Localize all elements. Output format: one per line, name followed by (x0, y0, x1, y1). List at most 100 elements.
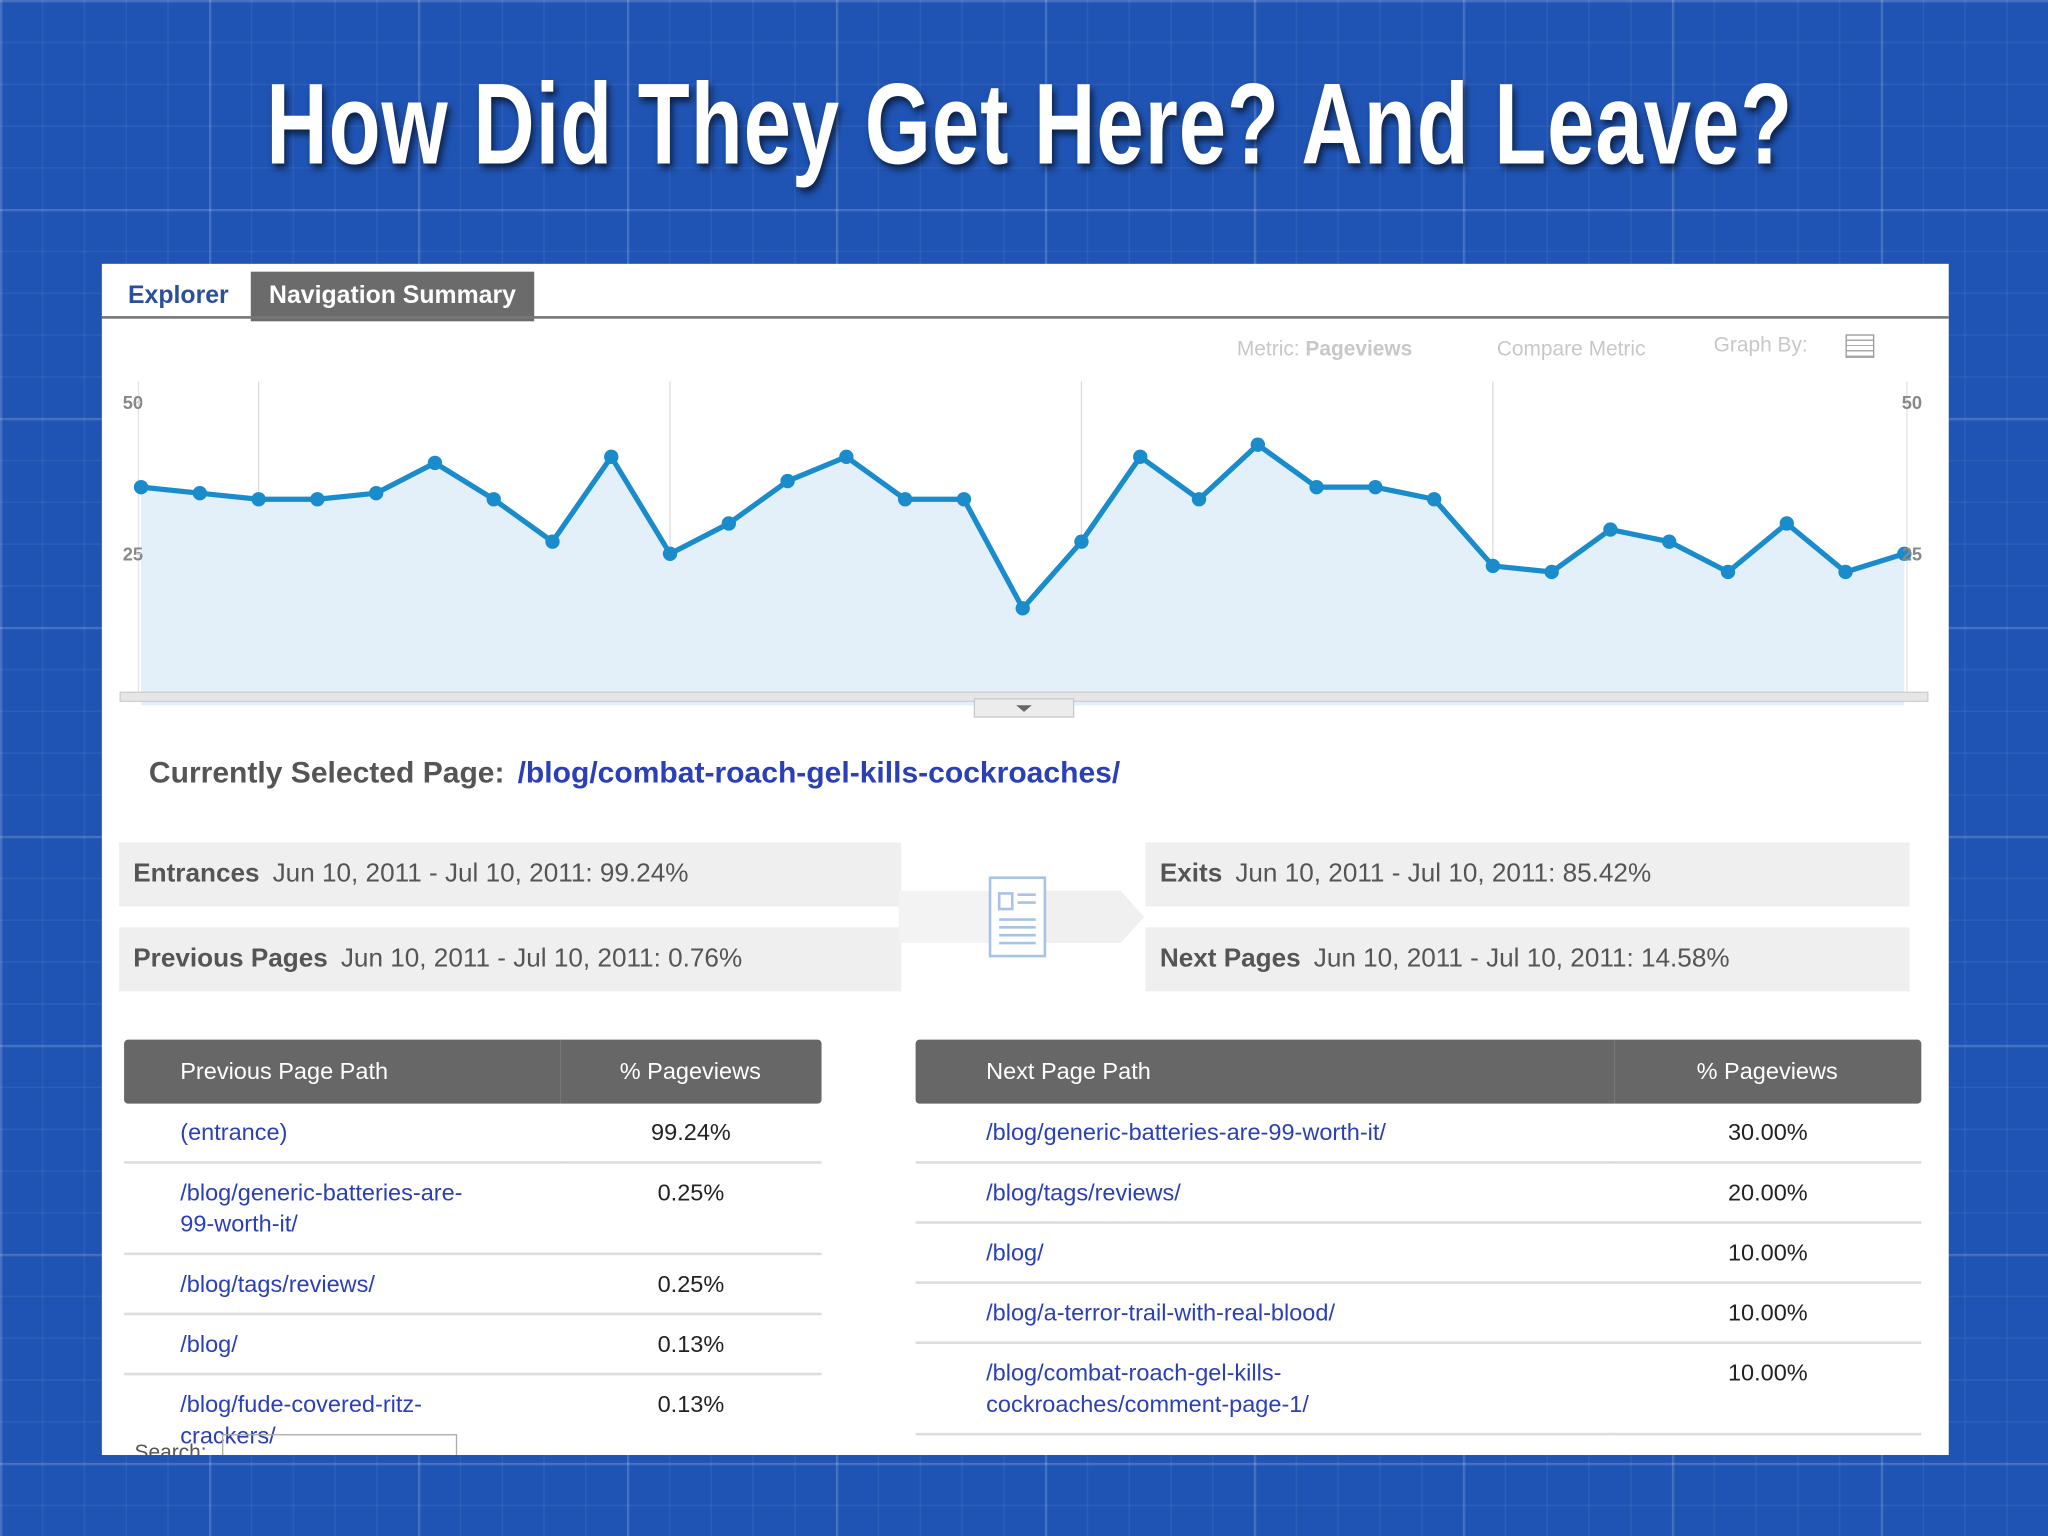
data-point (1838, 564, 1853, 580)
data-point (721, 516, 736, 531)
header-row: Previous Page Path% Pageviews (124, 1039, 822, 1104)
table-row: /blog/tags/reviews/20.00% (915, 1162, 1922, 1224)
y-tick-label: 50 (123, 392, 143, 413)
page-path: /blog/a-terror-trail-with-real-blood/ (986, 1299, 1335, 1326)
tab-active[interactable]: Navigation Summary (250, 271, 535, 322)
page-path: /blog/tags/reviews/page/2/ (986, 1448, 1456, 1455)
flow-arrow (1042, 890, 1145, 944)
data-point (1720, 564, 1736, 580)
graph-by-icon[interactable] (1845, 334, 1875, 358)
search-label: Search: (134, 1441, 207, 1456)
path-cell[interactable]: (entrance) (124, 1103, 561, 1164)
tab[interactable]: Explorer (127, 282, 229, 310)
path-cell[interactable]: /blog/tags/reviews/page/2/ (915, 1434, 1615, 1456)
data-point (192, 486, 208, 501)
data-point (133, 479, 149, 495)
summary-text: Jun 10, 2011 - Jul 10, 2011: 85.42% (1235, 859, 1652, 889)
data-point (545, 534, 560, 549)
path-cell[interactable]: /blog/a-terror-trail-with-real-blood/ (915, 1282, 1615, 1344)
pageviews-cell: 0.13% (560, 1374, 822, 1456)
column-header: % Pageviews (560, 1039, 822, 1104)
previous-table: Previous Page Path% Pageviews (entrance) 9… (124, 1039, 822, 1456)
summary-label: Next Pages (1159, 944, 1301, 974)
tab-underline (101, 316, 1949, 319)
table-row: /blog/tags/reviews/page/2/10.00% (915, 1434, 1922, 1456)
table-row: /blog/generic-batteries-are-99-worth-it/… (124, 1162, 822, 1256)
area (141, 444, 1905, 706)
data-point (1662, 534, 1677, 549)
summary-label: Exits (1159, 859, 1223, 889)
pageviews-cell: 10.00% (1614, 1282, 1922, 1344)
page-icon-lines (997, 892, 1036, 945)
metric-label[interactable]: Metric: Pageviews (1237, 338, 1412, 362)
data-point (1191, 492, 1207, 507)
search-input[interactable] (222, 1434, 458, 1456)
page-path: /blog/fude-covered-ritz-crackers/ (180, 1391, 422, 1449)
metric-value: Pageviews (1305, 338, 1413, 361)
summary-text: Jun 10, 2011 - Jul 10, 2011: 0.76% (340, 944, 743, 974)
page-path: /blog/generic-batteries-are-99-worth-it/ (180, 1179, 463, 1237)
path-cell[interactable]: /blog/ (124, 1313, 561, 1376)
path-cell[interactable]: /blog/generic-batteries-are-99-worth-it/ (124, 1162, 561, 1256)
entrances-box[interactable]: Entrances Jun 10, 2011 - Jul 10, 2011: 99… (118, 842, 902, 907)
pageviews-cell: 0.25% (560, 1162, 822, 1256)
exits-box[interactable]: Exits Jun 10, 2011 - Jul 10, 2011: 85.42% (1145, 842, 1910, 907)
data-point (1309, 479, 1324, 495)
collapse-arrow (1016, 705, 1032, 712)
pageviews-cell: 99.24% (560, 1103, 822, 1164)
data-point (1074, 534, 1089, 549)
path-cell[interactable]: /blog/tags/reviews/ (124, 1253, 561, 1316)
column-header: Previous Page Path (124, 1039, 561, 1104)
data-point (368, 486, 384, 501)
page-path: (entrance) (180, 1119, 288, 1146)
table-row: /blog/a-terror-trail-with-real-blood/10.… (915, 1282, 1922, 1344)
data-point (1250, 437, 1265, 452)
data-point (662, 546, 678, 561)
selected-label: Currently Selected Page: (148, 754, 505, 789)
pageviews-cell: 10.00% (1614, 1222, 1922, 1284)
selected-path[interactable]: /blog/combat-roach-gel-kills-cockroaches… (517, 754, 1121, 789)
analytics-panel: Explorer Navigation Summary Metric: Page… (101, 263, 1949, 1456)
data-point (1779, 516, 1794, 531)
data-point (427, 455, 443, 471)
data-point (1133, 449, 1148, 465)
data-point (251, 492, 266, 507)
path-cell[interactable]: /blog/fude-covered-ritz-crackers/ (124, 1374, 561, 1456)
page-path: /blog/tags/reviews/ (180, 1270, 375, 1297)
previous-box[interactable]: Previous Pages Jun 10, 2011 - Jul 10, 201… (118, 927, 902, 992)
path-cell[interactable]: /blog/tags/reviews/ (915, 1162, 1615, 1224)
y-tick-label: 25 (123, 543, 143, 564)
data-point (310, 492, 325, 507)
page-path: /blog/ (180, 1330, 238, 1358)
table-row: /blog/fude-covered-ritz-crackers/0.13% (124, 1374, 822, 1456)
pageviews-cell: 10.00% (1614, 1434, 1922, 1456)
pageviews-cell: 0.13% (560, 1313, 822, 1376)
table-row: /blog/tags/reviews/0.25% (124, 1253, 822, 1316)
summary-text: Jun 10, 2011 - Jul 10, 2011: 14.58% (1313, 944, 1730, 974)
y2-tick-label: 50 (1902, 392, 1922, 413)
summary-label: Previous Pages (133, 944, 328, 974)
data-point (1603, 522, 1618, 537)
data-point (1485, 558, 1501, 574)
page-path: /blog/ (986, 1239, 1044, 1266)
column-header: Next Page Path (915, 1039, 1615, 1104)
graph-by[interactable]: Graph By: (1713, 334, 1808, 357)
pageviews-cell: 30.00% (1614, 1103, 1922, 1164)
path-cell[interactable]: /blog/generic-batteries-are-99-worth-it/ (915, 1103, 1615, 1164)
page-path: /blog/tags/reviews/ (986, 1179, 1181, 1206)
pageviews-cell: 10.00% (1614, 1342, 1922, 1436)
path-cell[interactable]: /blog/combat-roach-gel-kills-cockroaches… (915, 1342, 1615, 1436)
data-point (956, 492, 972, 507)
data-point (780, 473, 795, 489)
next-box[interactable]: Next Pages Jun 10, 2011 - Jul 10, 2011: 1… (1145, 927, 1910, 992)
table-row: /blog/combat-roach-gel-kills-cockroaches… (915, 1342, 1922, 1436)
path-cell[interactable]: /blog/ (915, 1222, 1615, 1284)
table-row: /blog/0.13% (124, 1313, 822, 1376)
data-point (839, 449, 854, 465)
data-point (486, 492, 501, 507)
compare-metric[interactable]: Compare Metric (1496, 338, 1646, 361)
data-point (1368, 479, 1383, 495)
